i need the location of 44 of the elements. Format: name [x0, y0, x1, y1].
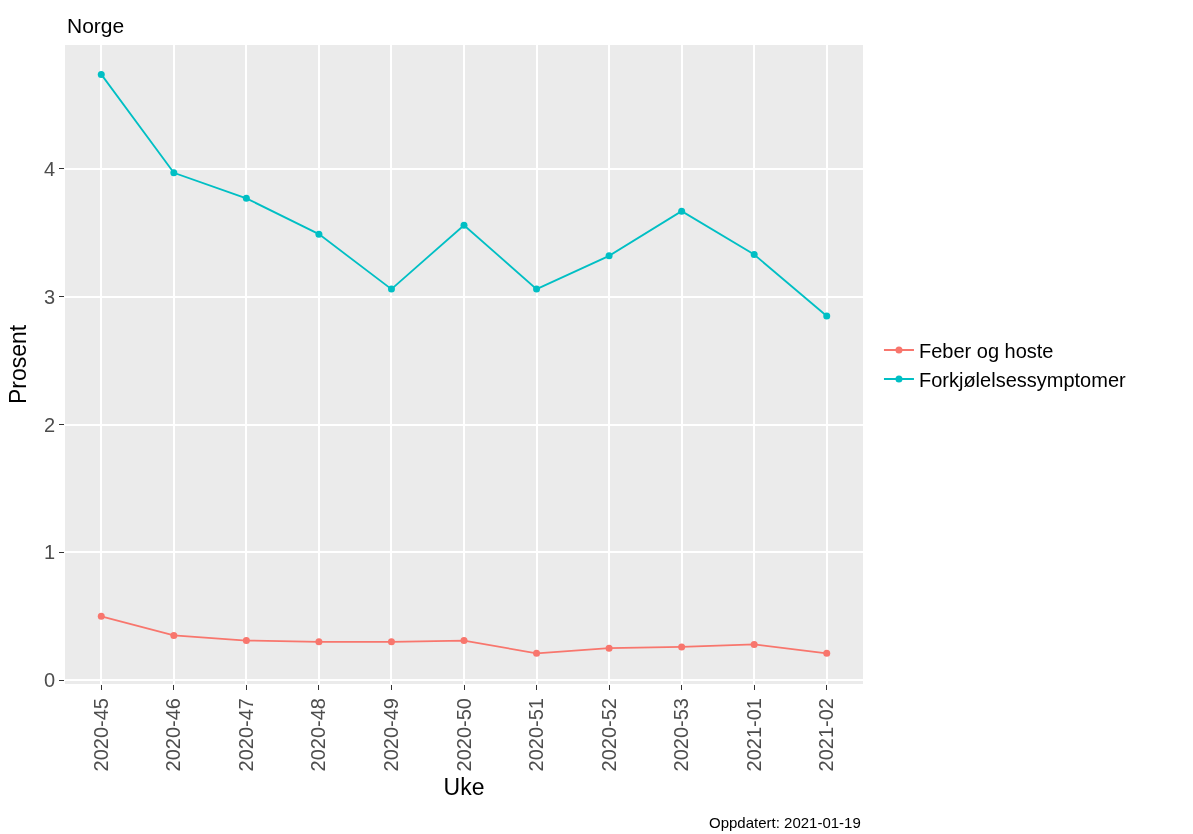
legend-label: Feber og hoste — [918, 339, 1054, 362]
point — [533, 649, 541, 657]
point — [750, 640, 758, 648]
x-tick-label: 2021-01 — [742, 698, 765, 772]
x-tick-label: 2020-52 — [597, 698, 620, 772]
point — [170, 631, 178, 639]
point — [605, 644, 613, 652]
point — [678, 643, 686, 651]
y-tick-label: 1 — [43, 541, 55, 564]
point — [605, 252, 613, 260]
x-tick-label: 2020-45 — [89, 698, 112, 772]
point — [242, 194, 250, 202]
point — [387, 285, 395, 293]
y-axis-title: Prosent — [5, 324, 32, 405]
x-tick-label: 2020-51 — [525, 698, 548, 772]
point — [460, 637, 468, 645]
y-tick-label: 0 — [43, 669, 55, 692]
legend-label: Forkjølelsessymptomer — [918, 368, 1126, 391]
text: Oppdatert: 2021-01-19 — [709, 814, 861, 831]
point — [750, 251, 758, 259]
point — [387, 638, 395, 646]
x-tick-label: 2020-49 — [379, 698, 402, 772]
x-tick-label: 2020-53 — [670, 698, 693, 772]
y-tick-label: 4 — [43, 157, 55, 180]
x-tick-label: 2021-02 — [815, 698, 838, 772]
point — [97, 70, 105, 78]
y-tick-label: 2 — [43, 413, 55, 436]
point — [533, 285, 541, 293]
x-tick-label: 2020-50 — [452, 698, 475, 772]
point — [460, 221, 468, 229]
y-tick-label: 3 — [43, 285, 55, 308]
chart-title: Norge — [67, 14, 125, 37]
point — [678, 207, 686, 215]
point — [823, 312, 831, 320]
x-tick-label: 2020-48 — [307, 698, 330, 772]
x-tick-label: 2020-47 — [234, 698, 257, 772]
point — [170, 169, 178, 177]
point — [315, 230, 323, 238]
x-axis-title: Uke — [443, 774, 485, 801]
x-tick-label: 2020-46 — [162, 698, 185, 772]
point — [242, 637, 250, 645]
point — [315, 638, 323, 646]
point — [823, 649, 831, 657]
point — [97, 612, 105, 620]
